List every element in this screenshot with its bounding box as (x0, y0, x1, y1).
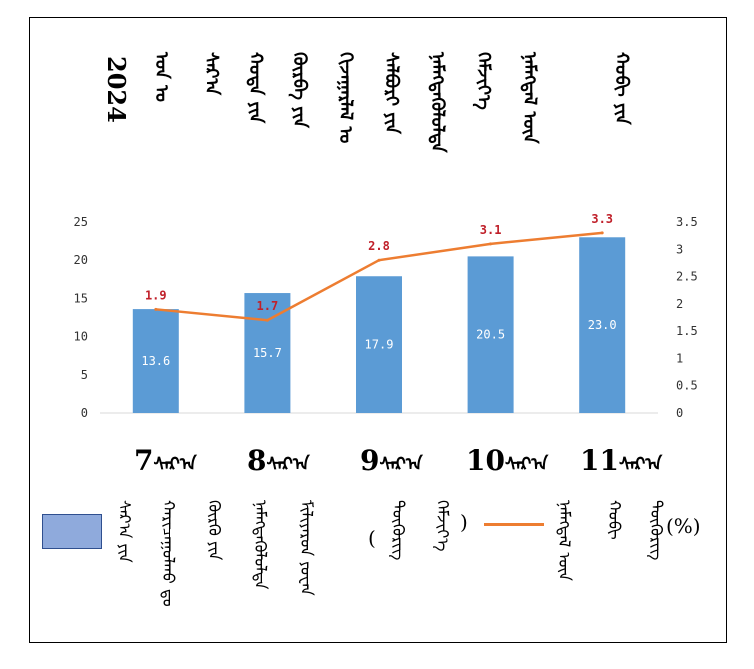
rate-point (154, 307, 158, 311)
bar (579, 237, 626, 413)
rate-point (489, 242, 493, 246)
rate-point (600, 231, 604, 235)
legend-bar-text: ᠨᠡᠮᠡᠭᠳᠡᠭᠦᠯᠦᠯᠲᠡ (251, 500, 270, 590)
bar (356, 276, 402, 413)
chart-title-year: 2024 (102, 56, 131, 123)
legend-line-swatch (484, 523, 544, 526)
legend-close-paren: ) (460, 510, 468, 534)
category-label-8: 8ᠰᠠᠷ᠎ᠠ (247, 444, 310, 477)
rate-value-label: 1.9 (145, 288, 167, 302)
category-label-9: 9ᠰᠠᠷ᠎ᠠ (360, 444, 423, 477)
legend-open-paren: ( (368, 526, 376, 550)
right-axis-tick-label: 2 (676, 297, 683, 311)
bar-value-label: 13.6 (141, 354, 170, 368)
bar-value-label: 20.5 (476, 328, 505, 342)
legend-bar-text: ᠮᠢᠯᠢᠶᠠᠷᠳ ᠶᠤᠸᠠᠨ (297, 500, 316, 596)
legend-line-text-extra: ᠲᠥᠭᠦᠷᠢᠭ (647, 500, 666, 561)
right-axis-tick-label: 3.5 (676, 215, 698, 229)
right-axis-tick-label: 1.5 (676, 324, 698, 338)
chart-title-word: ᠣᠨ ᠤ (151, 52, 172, 102)
chart-title-word: ᠨᠡᠮᠡᠭᠳᠡᠯ ᠦᠨ (519, 52, 540, 144)
chart-title-word: ᠬᠤᠪᠢ ᠶᠢᠨ (611, 52, 632, 125)
chart-title-word: ᠰᠠᠷ᠎ᠠ (201, 52, 222, 96)
left-axis-tick-label: 20 (74, 253, 88, 267)
right-axis-tick-label: 0.5 (676, 379, 698, 393)
category-label-10: 10ᠰᠠᠷ᠎ᠠ (466, 444, 549, 477)
chart-title-word: ᠬᠣᠲᠠ ᠶᠢᠨ (245, 52, 266, 124)
legend-line-text: ᠬᠤᠪᠢ (605, 500, 624, 540)
rate-point (265, 318, 269, 322)
left-axis-tick-label: 25 (74, 215, 88, 229)
legend-bar-text: ᠬᠠᠷᠢᠴᠠᠭᠤᠯᠬᠤ ᠳᠤ (159, 500, 178, 607)
legend-bar-text: ᠬᠦᠷᠬᠦ ᠶᠢᠨ (205, 500, 224, 561)
chart-title-word: ᠬᠡᠮᠵᠢᠶ᠎ᠡ (473, 52, 494, 110)
chart-title-word: ᠬᠢᠵᠠᠭᠠᠷᠯᠠᠯ ᠤ (335, 52, 356, 144)
legend-bar-text: ᠰᠠᠷ᠎ᠠ ᠶᠢᠨ (115, 500, 134, 563)
right-axis-tick-label: 2.5 (676, 270, 698, 284)
right-axis-tick-label: 3 (676, 242, 683, 256)
bar (132, 309, 179, 413)
rate-value-label: 3.1 (480, 223, 502, 237)
right-axis-tick-label: 0 (676, 406, 683, 420)
left-axis-tick-label: 0 (81, 406, 88, 420)
rate-value-label: 1.7 (257, 299, 279, 313)
category-label-11: 11ᠰᠠᠷ᠎ᠠ (580, 444, 663, 477)
category-label-7: 7ᠰᠠᠷ᠎ᠠ (134, 444, 197, 477)
legend-bar-text: ᠲᠥᠭᠦᠷᠢᠭ (389, 500, 408, 561)
bar-value-label: 15.7 (253, 346, 282, 360)
chart-title-word: ᠰᠠᠯᠪᠤᠷᠢ ᠶᠢᠨ (381, 52, 402, 134)
left-axis-tick-label: 10 (74, 330, 88, 344)
rate-value-label: 3.3 (591, 212, 613, 226)
chart-title-word: ᠨᠡᠮᠡᠭᠳᠡᠭᠦᠯᠦᠯᠲᠡ (427, 52, 448, 153)
bar (467, 256, 514, 413)
legend-line-text: ᠨᠡᠮᠡᠭᠳᠡᠯ ᠦᠨ (555, 500, 574, 581)
right-axis-tick-label: 1 (676, 351, 683, 365)
rate-point (377, 258, 381, 262)
chart-title-word: ᠬᠦᠷᠪᠡ ᠶᠢᠨ (289, 52, 310, 128)
bar-value-label: 17.9 (365, 338, 394, 352)
left-axis-tick-label: 15 (74, 291, 88, 305)
legend-bar-swatch (42, 514, 102, 549)
rate-value-label: 2.8 (368, 239, 390, 253)
bar-value-label: 23.0 (588, 318, 617, 332)
left-axis-tick-label: 5 (81, 368, 88, 382)
legend-line-text: ᠬᠡᠮᠵᠢᠶ᠎ᠡ (433, 500, 452, 552)
legend-unit: (%) (666, 514, 701, 538)
